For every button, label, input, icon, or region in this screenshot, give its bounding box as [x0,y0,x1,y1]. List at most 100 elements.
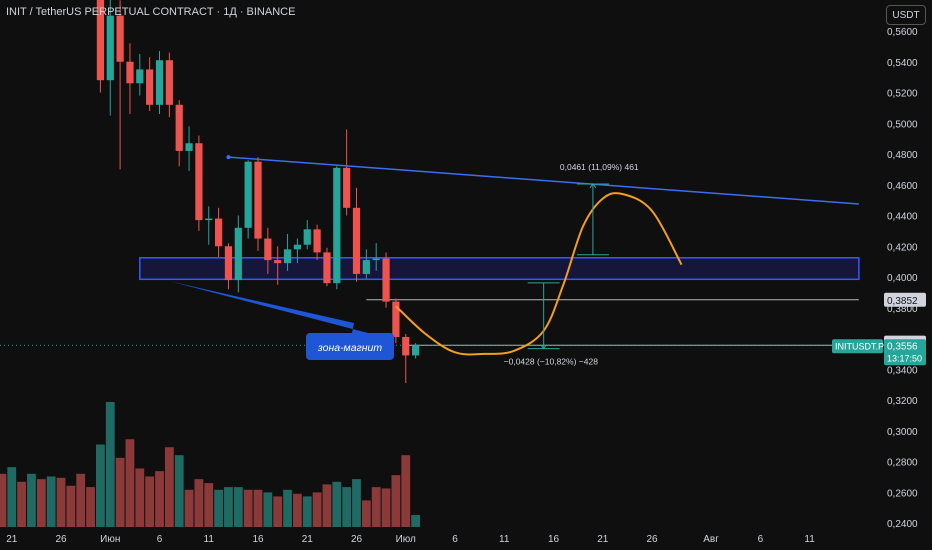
time-tick-label: 26 [55,534,67,545]
candle-body [234,227,242,281]
candle-body [283,249,292,264]
plot-area [0,0,882,527]
volume-bar [0,473,7,527]
volume-bar [312,492,322,527]
last-price-tag-box [884,339,926,366]
measure-up-label: 0,0461 (11,09%) 461 [560,162,639,172]
candle-body [106,15,114,81]
candle-body [126,61,134,84]
price-tick-label: 0,5200 [887,89,918,100]
candle-body [402,336,410,356]
volume-bar [17,481,26,527]
volume-bar [115,457,125,527]
volume-bar [401,455,411,527]
price-tick-label: 0,4600 [887,181,918,192]
candle-body [382,258,390,302]
candle-body [392,301,400,337]
zone-callout-label: зона-магнит [317,342,383,354]
volume-bar [224,487,233,527]
price-tick-label: 0,5400 [887,58,918,69]
trendline-anchor [226,155,231,160]
candle-body [165,60,173,105]
volume-bar [381,488,391,527]
time-tick-label: 11 [204,534,215,545]
price-tick-label: 0,4000 [887,273,918,284]
candle-body [274,260,282,264]
candle-body [96,0,104,81]
volume-bar [371,487,381,527]
candle-body [155,60,164,105]
candle-body [215,218,223,247]
candle-body [362,260,370,274]
price-tick-label: 0,2600 [887,488,918,499]
time-tick-label: 11 [499,534,510,545]
last-price-tag-label: 0,3556 [887,341,918,352]
price-tick-label: 0,3800 [887,304,918,315]
price-tick-label: 0,4800 [887,150,918,161]
candle-body [412,345,420,356]
candle-body [352,207,361,274]
volume-bar [233,487,243,527]
candle-body [185,143,193,151]
volume-bar [283,489,292,527]
volume-bar [214,489,223,527]
volume-bar [66,485,76,527]
volume-bar [86,487,95,527]
volume-bar [105,401,115,527]
volume-bar [27,473,36,527]
volume-bar [36,479,46,527]
volume-bar [342,487,352,527]
countdown-label: 13:17:50 [887,353,922,363]
volume-bar [125,439,135,527]
candle-body [136,69,144,84]
volume-bar [263,492,273,527]
volume-bar [184,489,194,527]
candle-body [205,218,213,221]
volume-bar [174,455,184,527]
candle-body [313,229,321,253]
time-tick-label: 11 [804,534,815,545]
time-tick-label: 26 [646,534,658,545]
candle-body [372,258,380,261]
candle-body [116,15,124,62]
trendline [228,156,859,205]
volume-bar [361,500,371,527]
time-tick-label: 21 [597,534,609,545]
price-tick-label: 0,5000 [887,119,918,130]
volume-bar [56,477,66,527]
time-tick-label: Авг [703,534,719,545]
chart-title: INIT / TetherUS PERPETUAL CONTRACT · 1Д … [6,6,296,18]
volume-bar [164,447,174,527]
volume-bar [253,489,263,527]
volume-bar [302,496,312,527]
volume-bar [135,468,145,527]
measure-up-arrow [589,183,597,189]
candle-body [264,238,272,261]
time-tick-label: Июн [100,534,120,545]
candle-body [195,143,203,221]
candle-body [323,252,331,284]
time-tick-label: Июл [396,534,416,545]
volume-bar [204,483,214,527]
price-tag-box [884,292,926,307]
price-tick-label: 0,3000 [887,427,918,438]
time-tick-label: 16 [252,534,264,545]
measure-down-label: −0,0428 (−10,82%) −428 [504,357,599,367]
time-tick-label: 6 [758,534,764,545]
volume-bar [76,473,86,527]
price-tick-label: 0,3200 [887,396,918,407]
volume-bar [96,444,105,527]
time-tick-label: 16 [548,534,560,545]
volume-bar [391,475,401,527]
price-tick-label: 0,2800 [887,458,918,469]
candle-body [303,229,311,245]
volume-bar [145,476,155,527]
measure-down-arrow [540,344,548,350]
time-tick-label: 6 [452,534,458,545]
currency-button[interactable]: USDT [886,5,926,25]
candle-body [293,244,301,250]
price-tick-label: 0,3400 [887,365,918,376]
candle-body [254,161,262,239]
volume-bar [243,489,253,527]
